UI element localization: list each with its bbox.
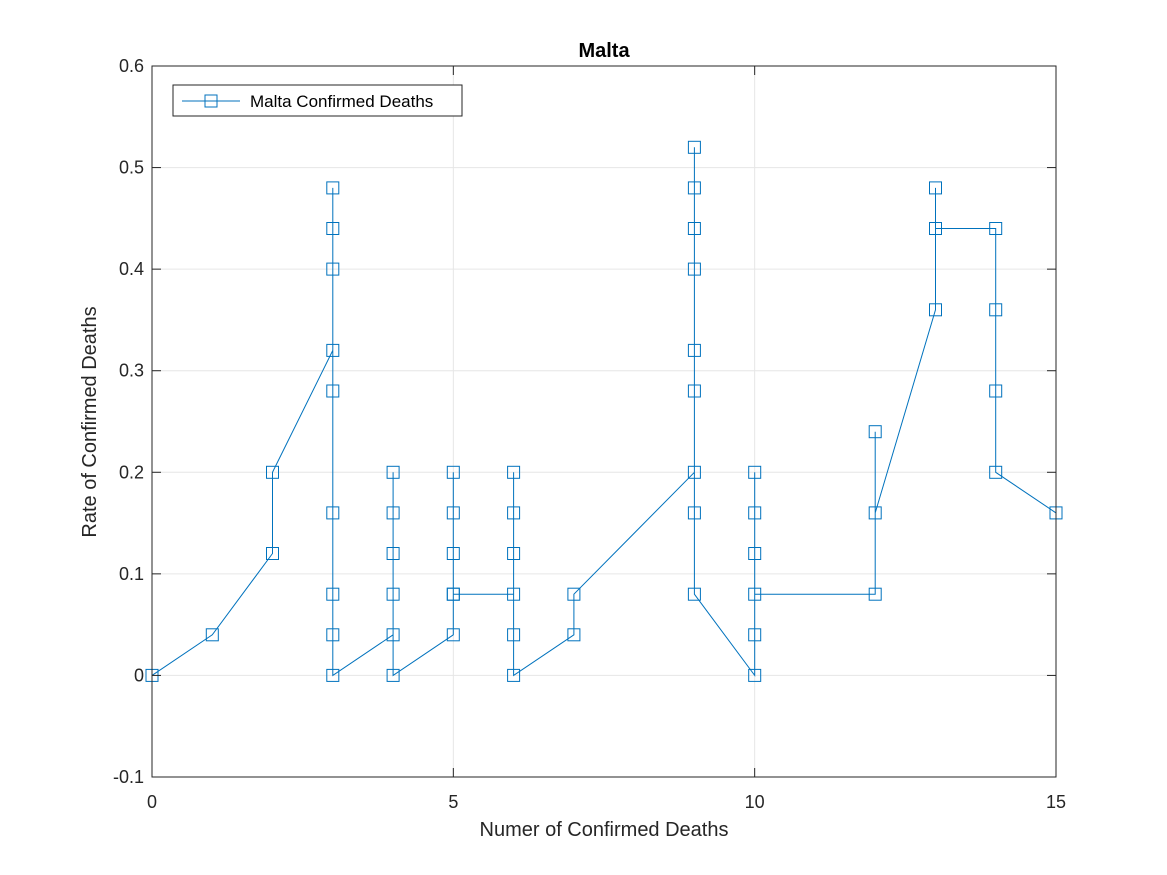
data-point-marker [386,628,400,642]
data-point-marker [507,668,521,682]
data-point-marker [386,506,400,520]
data-point-marker [507,547,521,560]
data-point-marker [687,465,701,479]
data-point-marker [266,465,279,479]
data-point-marker [446,506,460,520]
data-point-marker [868,587,882,601]
x-tick-label: 5 [448,792,458,812]
x-tick-label: 0 [147,792,157,812]
data-point-marker [326,181,340,195]
data-point-marker [386,547,400,560]
data-point-marker [687,181,701,195]
data-point-marker [929,303,942,317]
data-point-marker [748,506,762,520]
data-point-marker [748,628,762,642]
data-point-marker [929,181,942,195]
data-point-marker [386,668,400,682]
y-tick-label: 0 [134,665,144,685]
data-point-marker [446,628,460,642]
data-point-marker [989,384,1003,398]
y-tick-label: 0.5 [119,158,144,178]
data-point-marker [868,425,882,439]
chart-title: Malta [578,40,630,62]
data-point-marker [326,628,340,642]
data-point-marker [326,262,340,276]
data-point-marker [748,668,762,682]
data-point-marker [266,547,279,560]
data-point-marker [326,587,340,601]
data-point-marker [929,222,942,235]
y-axis-label: Rate of Confirmed Deaths [79,306,101,537]
data-point-marker [567,587,581,601]
data-point-marker [687,262,701,276]
y-tick-label: -0.1 [113,767,144,787]
data-point-marker [326,384,340,398]
data-point-marker [507,506,521,520]
data-point-marker [989,222,1003,235]
data-point-marker [989,465,1003,479]
data-series [145,140,1063,682]
data-point-marker [446,465,460,479]
y-tick-label: 0.1 [119,564,144,584]
data-point-marker [507,465,521,479]
data-point-marker [748,587,762,601]
data-point-marker [386,587,400,601]
data-point-marker [748,465,762,479]
data-point-marker [567,628,581,642]
data-point-marker [326,343,340,357]
data-point-marker [868,506,882,520]
data-point-marker [748,547,762,560]
data-point-marker [687,140,701,154]
data-point-marker [446,547,460,560]
x-tick-label: 10 [745,792,765,812]
data-point-marker [326,506,340,520]
y-tick-label: 0.4 [119,259,144,279]
data-point-marker [687,343,701,357]
y-tick-label: 0.6 [119,56,144,76]
data-point-marker [507,587,521,601]
plot-area [152,66,1056,777]
axes-box [151,65,1057,778]
data-point-marker [687,222,701,235]
data-point-marker [507,628,521,642]
y-tick-label: 0.3 [119,361,144,381]
series-line [151,147,1057,677]
data-point-marker [446,587,460,601]
x-axis-label: Numer of Confirmed Deaths [480,819,729,841]
data-point-marker [687,506,701,520]
data-point-marker [687,384,701,398]
legend: Malta Confirmed Deaths [172,84,463,117]
data-point-marker [326,668,340,682]
data-point-marker [989,303,1003,317]
data-point-marker [687,587,701,601]
grid-lines [151,65,1057,778]
data-point-marker [205,628,219,642]
data-point-marker [326,222,340,235]
y-tick-label: 0.2 [119,462,144,482]
legend-label: Malta Confirmed Deaths [250,92,433,111]
legend-marker [204,94,218,108]
data-point-marker [386,465,400,479]
x-tick-label: 15 [1046,792,1066,812]
axis-ticks: 0 5 10 15-0.100.10.20.30.40.50.6 [113,56,1066,812]
